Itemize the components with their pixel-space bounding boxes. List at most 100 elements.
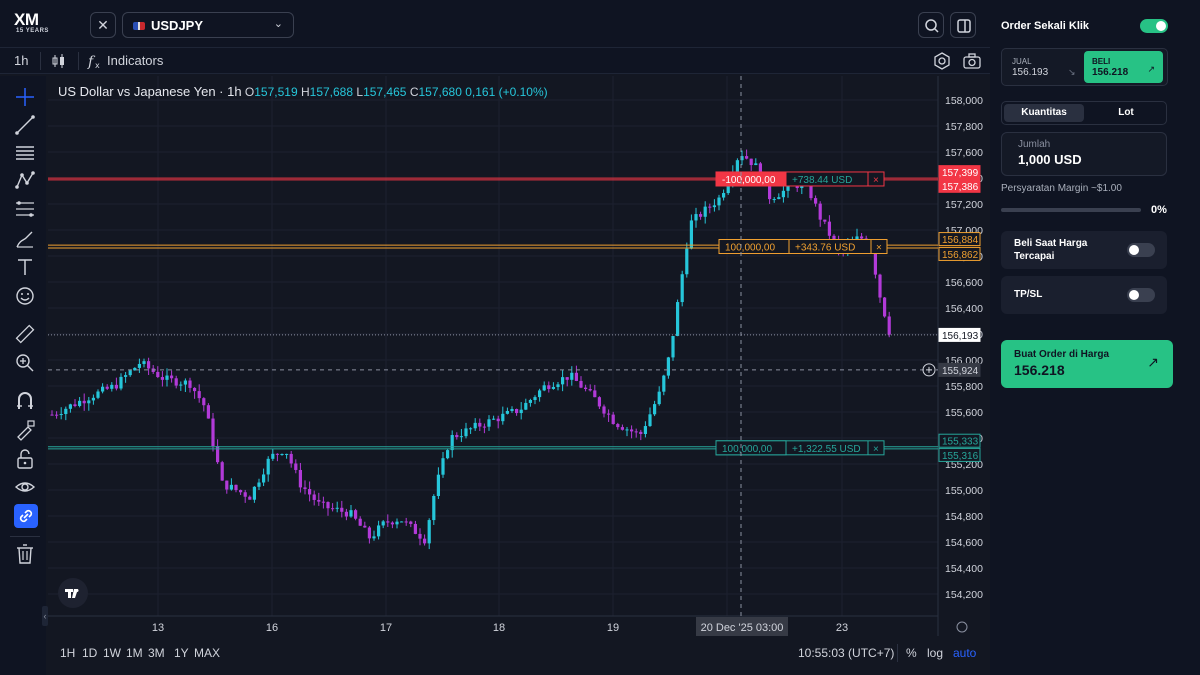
sell-low-tag-text: 157,386 [942, 182, 979, 193]
timeframe-button[interactable]: 1h [14, 53, 29, 68]
candle-bull [855, 236, 859, 242]
range-3m[interactable]: 3M [148, 646, 165, 660]
candle-bull [676, 302, 680, 336]
clock-timezone[interactable]: 10:55:03 (UTC+7) [798, 646, 895, 660]
buy-low-tag [938, 246, 981, 261]
candle-bear [211, 418, 215, 447]
candle-bear [832, 235, 836, 241]
link-tool-button[interactable] [14, 504, 38, 528]
tab-lot[interactable]: Lot [1118, 107, 1134, 118]
unlock-icon[interactable] [14, 448, 36, 470]
crosshair-time-tag [696, 617, 788, 636]
candle-bear [298, 469, 302, 488]
lock-drawing-icon[interactable] [14, 419, 36, 441]
log-toggle[interactable]: log [927, 646, 944, 660]
candle-bear [602, 406, 606, 414]
magnet-icon[interactable] [14, 390, 36, 412]
candle-bear [749, 158, 753, 166]
eye-icon[interactable] [14, 476, 36, 498]
crosshair-icon[interactable] [14, 86, 36, 108]
zoom-in-icon[interactable] [14, 352, 36, 374]
price-tick-label: 157,600 [945, 147, 983, 159]
layout-toggle-button[interactable] [950, 12, 976, 38]
tpsl-toggle[interactable] [1127, 288, 1155, 302]
candle-bull [179, 384, 183, 386]
candle-bear [413, 523, 417, 534]
buy-at-price-card: Beli Saat Harga Tercapai [1001, 231, 1167, 269]
tab-quantity[interactable]: Kuantitas [1004, 104, 1084, 122]
range-1w[interactable]: 1W [103, 646, 121, 660]
candle-bull [754, 163, 758, 166]
candle-bear [565, 377, 569, 380]
range-1m[interactable]: 1M [126, 646, 143, 660]
candle-bear [73, 404, 77, 406]
candle-bull [625, 429, 629, 431]
amount-field[interactable]: Jumlah 1,000 USD [1001, 132, 1167, 176]
candle-bear [248, 496, 252, 500]
candle-bull [570, 372, 574, 380]
tp-position-pnl-text: +1,322.55 USD [792, 444, 861, 455]
buy-at-price-toggle[interactable] [1127, 243, 1155, 257]
price-tick-label: 158,000 [945, 95, 983, 107]
trash-icon[interactable] [14, 543, 36, 565]
candle-bear [239, 490, 243, 493]
pattern-icon[interactable] [14, 170, 36, 192]
tradingview-badge[interactable] [58, 578, 88, 608]
range-1h[interactable]: 1H [60, 646, 76, 660]
range-max[interactable]: MAX [194, 646, 221, 660]
arrow-up-right-icon: ↗ [1147, 354, 1159, 370]
buy-button[interactable]: BELI 156.218 ↗ [1084, 51, 1163, 83]
tpsl-card: TP/SL [1001, 276, 1167, 314]
brush-icon[interactable] [14, 228, 36, 250]
top-bar: XM 15 YEARS ✕ USDJPY ⌄ [0, 0, 990, 48]
candle-bull [119, 376, 123, 389]
candle-bear [404, 521, 408, 523]
candle-bull [441, 458, 445, 475]
candle-bull [285, 453, 289, 455]
close-symbol-button[interactable]: ✕ [90, 12, 116, 38]
candle-bull [703, 206, 707, 217]
svg-text:f: f [87, 54, 96, 70]
candle-bull [450, 435, 454, 451]
trend-line-icon[interactable] [14, 114, 36, 136]
horizontal-lines-icon[interactable] [14, 142, 36, 164]
crosshair-price-tag-text: 155,924 [942, 366, 979, 377]
candle-bull [459, 436, 463, 438]
auto-toggle[interactable]: auto [953, 646, 977, 660]
range-1d[interactable]: 1D [82, 646, 98, 660]
text-tool-icon[interactable] [14, 256, 36, 278]
candle-bull [533, 397, 537, 401]
candle-bull [64, 408, 68, 415]
search-button[interactable] [918, 12, 944, 38]
candle-bear [588, 389, 592, 391]
divider [40, 52, 41, 70]
candle-bull [473, 422, 477, 429]
place-order-button[interactable]: Buat Order di Harga 156.218 ↗ [1001, 340, 1173, 388]
crosshair-time-label: 20 Dec '25 03:00 [701, 622, 784, 634]
price-chart[interactable]: 158,000157,800157,600157,400157,200157,0… [48, 76, 990, 636]
add-alert-icon [922, 363, 936, 377]
candle-bear [225, 480, 229, 490]
settings-icon[interactable] [932, 51, 952, 71]
amount-label: Jumlah [1018, 139, 1051, 150]
range-1y[interactable]: 1Y [174, 646, 189, 660]
indicators-button[interactable]: Indicators [107, 53, 164, 68]
current-price-tag [938, 327, 981, 342]
collapse-toolbar-handle[interactable]: ‹ [42, 606, 48, 626]
fib-tool-icon[interactable] [14, 198, 36, 220]
high-value: 157,688 [309, 85, 354, 99]
candle-bull [740, 156, 744, 161]
emoji-icon[interactable] [14, 285, 36, 307]
ruler-icon[interactable] [14, 323, 36, 345]
candlestick-type-icon[interactable] [50, 52, 68, 70]
candle-bull [124, 375, 128, 377]
candle-bull [432, 495, 436, 521]
buy-high-tag-text: 156,884 [942, 235, 979, 246]
camera-icon[interactable] [962, 51, 982, 71]
percent-toggle[interactable]: % [906, 646, 917, 660]
symbol-selector[interactable]: USDJPY ⌄ [122, 12, 294, 38]
candle-bear [197, 391, 201, 399]
candle-bull [266, 458, 270, 475]
one-click-toggle[interactable] [1140, 19, 1168, 33]
